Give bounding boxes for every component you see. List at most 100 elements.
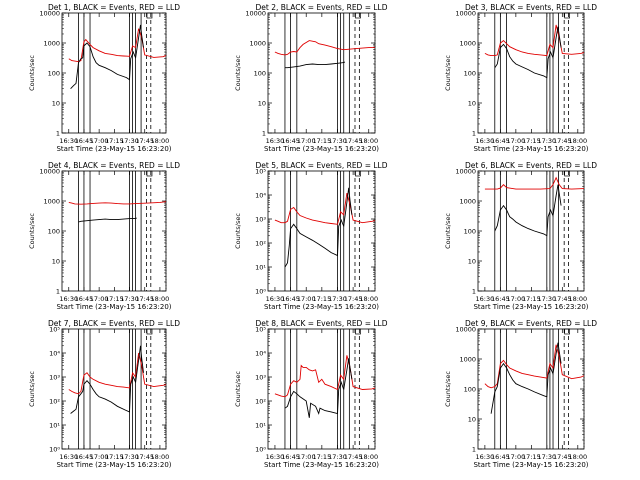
y-tick-label: 100 bbox=[464, 228, 476, 236]
plot-frame bbox=[477, 12, 585, 134]
x-tick-label: 17:15 bbox=[105, 453, 124, 461]
y-tick-label: 10¹ bbox=[49, 422, 60, 430]
lld-series-line bbox=[484, 344, 585, 389]
y-tick-label: 10⁴ bbox=[49, 350, 60, 358]
x-tick-label: 18:00 bbox=[568, 137, 587, 145]
plot-frame bbox=[61, 328, 167, 450]
y-tick-label: 10² bbox=[255, 398, 266, 406]
marker-box bbox=[564, 12, 571, 19]
x-tick-label: 17:30 bbox=[328, 137, 347, 145]
y-tick-label: 10³ bbox=[49, 374, 60, 382]
y-axis-label: Counts/sec bbox=[234, 371, 242, 407]
x-tick-label: 17:45 bbox=[135, 453, 154, 461]
marker-box bbox=[146, 12, 153, 19]
x-tick-label: 17:30 bbox=[537, 295, 556, 303]
x-tick-label: 17:15 bbox=[105, 137, 124, 145]
x-tick-label: 17:15 bbox=[522, 453, 541, 461]
y-tick-label: 10000 bbox=[39, 168, 60, 176]
marker-box bbox=[146, 170, 153, 177]
x-tick-label: 16:30 bbox=[476, 295, 495, 303]
events-series-line bbox=[494, 184, 562, 237]
panel-title: Det 6, BLACK = Events, RED = LLD bbox=[465, 161, 597, 170]
y-tick-label: 10000 bbox=[455, 168, 476, 176]
plot-frame bbox=[267, 170, 376, 292]
x-axis-label: Start Time (23-May-15 16:23:20) bbox=[473, 461, 588, 469]
lld-series-line bbox=[274, 40, 376, 56]
y-tick-label: 10⁰ bbox=[255, 446, 266, 454]
events-series-line bbox=[490, 342, 562, 414]
x-tick-label: 17:00 bbox=[506, 295, 525, 303]
x-tick-label: 16:30 bbox=[476, 137, 495, 145]
y-tick-label: 10⁵ bbox=[255, 326, 266, 334]
y-axis-label: Counts/sec bbox=[444, 55, 452, 91]
x-tick-label: 16:30 bbox=[59, 137, 78, 145]
x-tick-label: 17:15 bbox=[105, 295, 124, 303]
y-tick-label: 100 bbox=[48, 228, 60, 236]
lld-series-line bbox=[68, 201, 167, 205]
x-axis-label: Start Time (23-May-15 16:23:20) bbox=[56, 303, 171, 311]
panel-title: Det 4, BLACK = Events, RED = LLD bbox=[48, 161, 180, 170]
y-axis-label: Counts/sec bbox=[28, 55, 36, 91]
events-series-line bbox=[70, 345, 144, 414]
y-axis-label: Counts/sec bbox=[28, 213, 36, 249]
y-tick-label: 10² bbox=[49, 398, 60, 406]
y-tick-label: 10⁰ bbox=[49, 446, 60, 454]
panel-title: Det 8, BLACK = Events, RED = LLD bbox=[255, 319, 387, 328]
y-tick-label: 1 bbox=[472, 288, 476, 296]
x-tick-label: 17:30 bbox=[120, 137, 139, 145]
y-tick-label: 10 bbox=[52, 258, 60, 266]
x-tick-label: 16:30 bbox=[59, 453, 78, 461]
x-tick-label: 16:45 bbox=[281, 137, 300, 145]
y-axis-label: Counts/sec bbox=[444, 371, 452, 407]
lld-series-line bbox=[274, 355, 376, 398]
x-tick-label: 18:00 bbox=[151, 295, 170, 303]
x-tick-label: 16:45 bbox=[75, 295, 94, 303]
x-axis-label: Start Time (23-May-15 16:23:20) bbox=[264, 303, 379, 311]
x-tick-label: 17:15 bbox=[312, 295, 331, 303]
y-tick-label: 1000 bbox=[459, 40, 476, 48]
marker-box bbox=[355, 170, 361, 177]
y-tick-label: 10000 bbox=[455, 10, 476, 18]
detector-panel-2: Det 2, BLACK = Events, RED = LLD 1 10 100 10… bbox=[234, 3, 388, 153]
x-tick-label: 16:45 bbox=[281, 453, 300, 461]
y-tick-label: 100 bbox=[464, 70, 476, 78]
lld-series-line bbox=[484, 176, 585, 190]
y-tick-label: 1 bbox=[472, 446, 476, 454]
y-tick-label: 1000 bbox=[459, 356, 476, 364]
y-tick-label: 10³ bbox=[255, 216, 266, 224]
x-tick-label: 16:45 bbox=[75, 137, 94, 145]
x-tick-label: 17:30 bbox=[120, 453, 139, 461]
x-tick-label: 16:30 bbox=[266, 137, 285, 145]
lld-series-line bbox=[68, 352, 167, 395]
x-tick-label: 17:00 bbox=[506, 137, 525, 145]
y-tick-label: 10¹ bbox=[255, 422, 266, 430]
marker-box bbox=[355, 12, 361, 19]
x-tick-label: 16:30 bbox=[266, 295, 285, 303]
detector-panel-1: Det 1, BLACK = Events, RED = LLD 1 10 100 10… bbox=[28, 3, 180, 153]
x-tick-label: 18:00 bbox=[359, 295, 378, 303]
plot-frame bbox=[61, 170, 167, 292]
x-axis-label: Start Time (23-May-15 16:23:20) bbox=[264, 145, 379, 153]
y-tick-label: 10 bbox=[468, 258, 476, 266]
x-axis-label: Start Time (23-May-15 16:23:20) bbox=[264, 461, 379, 469]
y-axis-label: Counts/sec bbox=[234, 55, 242, 91]
y-tick-label: 10 bbox=[52, 100, 60, 108]
x-tick-label: 17:00 bbox=[506, 453, 525, 461]
events-series-line bbox=[284, 358, 353, 418]
y-tick-label: 100 bbox=[254, 70, 266, 78]
x-tick-label: 17:15 bbox=[312, 453, 331, 461]
x-tick-label: 17:00 bbox=[90, 295, 109, 303]
plot-frame bbox=[267, 328, 376, 450]
x-tick-label: 17:00 bbox=[297, 295, 316, 303]
x-tick-label: 18:00 bbox=[568, 453, 587, 461]
panel-title: Det 2, BLACK = Events, RED = LLD bbox=[255, 3, 387, 12]
x-tick-label: 17:30 bbox=[537, 453, 556, 461]
x-tick-label: 18:00 bbox=[151, 137, 170, 145]
y-tick-label: 1000 bbox=[459, 198, 476, 206]
y-tick-label: 100 bbox=[48, 70, 60, 78]
x-tick-label: 16:45 bbox=[491, 137, 510, 145]
panel-title: Det 5, BLACK = Events, RED = LLD bbox=[255, 161, 387, 170]
x-tick-label: 17:15 bbox=[522, 295, 541, 303]
y-axis-label: Counts/sec bbox=[444, 213, 452, 249]
